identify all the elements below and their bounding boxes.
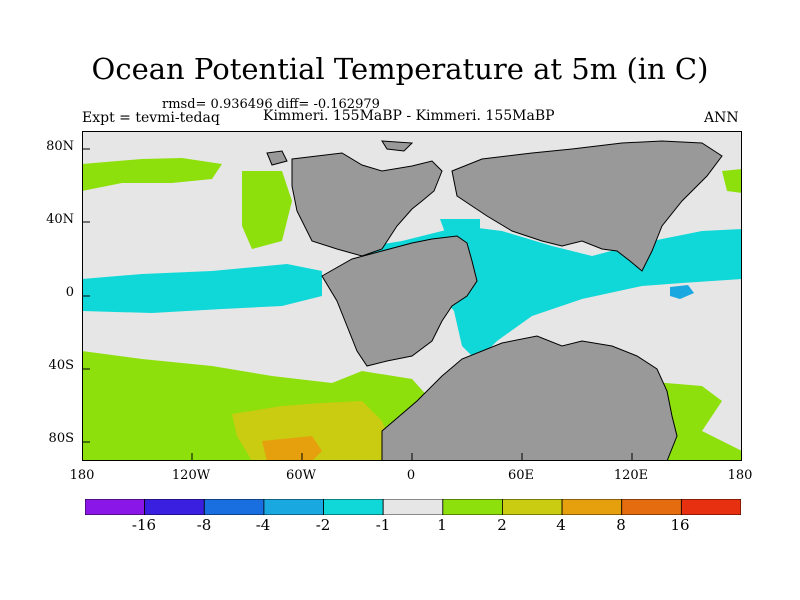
colorbar-swatch bbox=[382, 499, 444, 515]
southern-ocean-warmest-region bbox=[262, 436, 322, 461]
colorbar-tick-label: -16 bbox=[131, 516, 157, 534]
colorbar-tick-label: 16 bbox=[670, 516, 690, 534]
colorbar-tick-label: 2 bbox=[497, 516, 507, 534]
colorbar-swatch bbox=[502, 499, 563, 515]
experiment-names: Kimmeri. 155MaBP - Kimmeri. 155MaBP bbox=[263, 108, 555, 124]
colorbar-swatch bbox=[561, 499, 623, 515]
south-america-africa-land bbox=[321, 235, 478, 367]
arctic-positive-region bbox=[722, 169, 742, 193]
antarctica-australia-land bbox=[381, 335, 678, 461]
y-tick-label: 0 bbox=[65, 285, 74, 300]
temperature-map bbox=[82, 131, 742, 461]
period-label: ANN bbox=[704, 110, 739, 126]
north-atlantic-positive-region bbox=[242, 171, 292, 249]
colorbar-swatch bbox=[442, 499, 503, 515]
colorbar-swatch bbox=[85, 499, 146, 515]
y-tick-label: 40N bbox=[46, 212, 74, 227]
arctic-island bbox=[381, 140, 414, 152]
experiment-label: Expt = tevmi-tedaq bbox=[82, 110, 220, 126]
colorbar bbox=[85, 499, 741, 515]
colorbar-tick-label: 8 bbox=[616, 516, 626, 534]
colorbar-swatch bbox=[680, 499, 741, 515]
eurasia-land bbox=[451, 140, 723, 272]
y-tick-label: 80N bbox=[46, 139, 74, 154]
colorbar-tick-label: 4 bbox=[556, 516, 566, 534]
x-tick-label: 60W bbox=[286, 468, 316, 483]
atlantic-ne-negative-region bbox=[440, 219, 480, 238]
colorbar-tick-label: -2 bbox=[315, 516, 331, 534]
stats-text: rmsd= 0.936496 diff= -0.162979 bbox=[162, 97, 380, 112]
y-tick-label: 80S bbox=[48, 431, 74, 446]
colorbar-tick-label: -1 bbox=[375, 516, 391, 534]
colorbar-tick-label: 1 bbox=[437, 516, 447, 534]
greenland-island bbox=[266, 150, 288, 166]
colorbar-tick-label: -8 bbox=[196, 516, 212, 534]
axis-ticks bbox=[82, 148, 633, 461]
colorbar-swatch bbox=[323, 499, 384, 515]
colorbar-tick-label: -4 bbox=[255, 516, 271, 534]
x-tick-label: 120W bbox=[171, 468, 211, 483]
colorbar-swatch bbox=[263, 499, 324, 515]
x-tick-label: 180 bbox=[727, 468, 753, 483]
x-tick-label: 60E bbox=[507, 468, 535, 483]
map-frame bbox=[82, 131, 742, 461]
x-tick-label: 120E bbox=[613, 468, 649, 483]
x-tick-label: 180 bbox=[69, 468, 95, 483]
y-tick-label: 40S bbox=[48, 358, 74, 373]
x-tick-label: 0 bbox=[406, 468, 416, 483]
north-pacific-positive-region bbox=[82, 158, 222, 191]
colorbar-swatch bbox=[203, 499, 265, 515]
land-masses bbox=[266, 140, 723, 461]
west-pacific-minimum-region bbox=[670, 285, 694, 299]
equatorial-pacific-negative-region bbox=[82, 264, 322, 313]
colorbar-swatch bbox=[621, 499, 682, 515]
chart-title: Ocean Potential Temperature at 5m (in C) bbox=[91, 52, 709, 86]
north-america-land bbox=[291, 152, 443, 257]
colorbar-swatch bbox=[144, 499, 205, 515]
